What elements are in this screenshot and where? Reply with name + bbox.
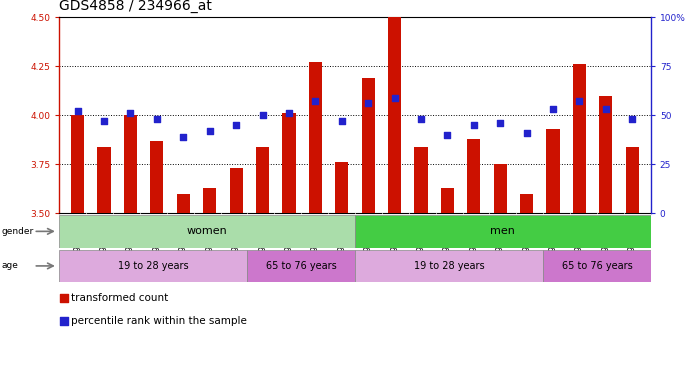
Point bbox=[521, 130, 532, 136]
Bar bbox=[230, 168, 243, 213]
Bar bbox=[543, 250, 651, 282]
Point bbox=[177, 134, 189, 140]
Bar bbox=[283, 113, 296, 213]
Point bbox=[151, 116, 162, 122]
Bar bbox=[467, 139, 480, 213]
Bar bbox=[124, 115, 137, 213]
Point bbox=[310, 98, 321, 104]
Bar bbox=[97, 147, 111, 213]
Text: women: women bbox=[187, 226, 228, 237]
Text: transformed count: transformed count bbox=[71, 293, 168, 303]
Point bbox=[442, 132, 453, 138]
Bar bbox=[59, 215, 355, 248]
Text: 65 to 76 years: 65 to 76 years bbox=[562, 261, 633, 271]
Bar bbox=[355, 215, 651, 248]
Text: 19 to 28 years: 19 to 28 years bbox=[118, 261, 189, 271]
Bar bbox=[150, 141, 164, 213]
Point bbox=[336, 118, 347, 124]
Bar bbox=[247, 250, 355, 282]
Bar bbox=[626, 147, 639, 213]
Bar bbox=[414, 147, 427, 213]
Point bbox=[204, 128, 215, 134]
Bar bbox=[177, 194, 190, 213]
Bar bbox=[546, 129, 560, 213]
Bar bbox=[309, 62, 322, 213]
Bar bbox=[355, 250, 543, 282]
Bar bbox=[441, 188, 454, 213]
Point bbox=[363, 100, 374, 106]
Bar bbox=[71, 115, 84, 213]
Bar bbox=[256, 147, 269, 213]
Point bbox=[468, 122, 480, 128]
Point bbox=[257, 112, 268, 118]
Bar bbox=[203, 188, 216, 213]
Point bbox=[283, 110, 294, 116]
Point bbox=[626, 116, 638, 122]
Point bbox=[389, 94, 400, 101]
Text: percentile rank within the sample: percentile rank within the sample bbox=[71, 316, 247, 326]
Bar bbox=[388, 17, 401, 213]
Text: gender: gender bbox=[1, 227, 33, 236]
Point bbox=[72, 108, 84, 114]
Bar bbox=[361, 78, 374, 213]
Point bbox=[600, 106, 611, 113]
Bar bbox=[520, 194, 533, 213]
Point bbox=[574, 98, 585, 104]
Text: GDS4858 / 234966_at: GDS4858 / 234966_at bbox=[59, 0, 212, 13]
Text: men: men bbox=[491, 226, 515, 237]
Bar bbox=[599, 96, 612, 213]
Point bbox=[548, 106, 559, 113]
Point bbox=[495, 120, 506, 126]
Point bbox=[99, 118, 110, 124]
Bar bbox=[335, 162, 349, 213]
Point bbox=[58, 318, 69, 324]
Bar bbox=[59, 250, 247, 282]
Point bbox=[416, 116, 427, 122]
Point bbox=[230, 122, 242, 128]
Point bbox=[58, 295, 69, 301]
Bar bbox=[493, 164, 507, 213]
Text: 65 to 76 years: 65 to 76 years bbox=[266, 261, 337, 271]
Text: age: age bbox=[1, 262, 18, 270]
Text: 19 to 28 years: 19 to 28 years bbox=[413, 261, 484, 271]
Bar bbox=[573, 64, 586, 213]
Point bbox=[125, 110, 136, 116]
